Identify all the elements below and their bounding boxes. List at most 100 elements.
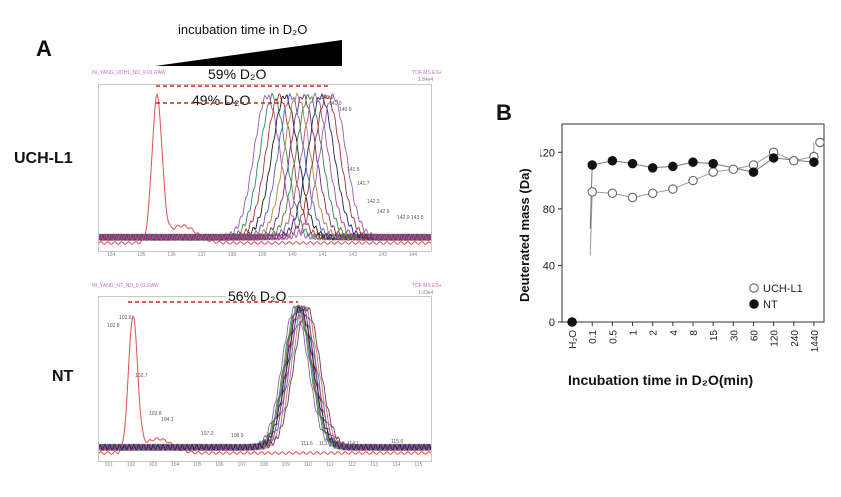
ms-tick-label: 112: [347, 462, 356, 468]
spectrum-trace: [98, 306, 432, 452]
panel-a-letter: A: [36, 36, 52, 61]
ms-tick-label: 144: [408, 252, 418, 258]
ms-tick-label: 140: [288, 252, 297, 258]
x-tick-label: 8: [689, 330, 700, 336]
spectrum-trace: [98, 305, 432, 452]
ms-tick-label: 136: [167, 252, 176, 258]
ms-tick-label: 134: [106, 252, 116, 258]
peak-label: 141.5: [347, 167, 360, 173]
uch-point: [688, 175, 698, 186]
ms-tick-label: 106: [215, 462, 224, 468]
nt-point: [668, 161, 678, 172]
ms-tick-label: 111: [326, 462, 334, 468]
uch-point: [789, 156, 799, 166]
peak-label: 102.6: [119, 315, 132, 321]
spectrum-trace: [98, 93, 432, 242]
x-tick-label: 1: [629, 330, 640, 336]
ms-header-right2-nt: 1.93e4: [418, 290, 434, 296]
spectrum-trace: [98, 306, 432, 452]
spectrum-trace: [98, 94, 432, 242]
deuteration-chart: 0 40 80 120 H₂O 0.1 0.5 1 2 4 8 15 30 60 120 240 1440 UCH…: [540, 123, 825, 353]
legend-marker-uch: [749, 283, 759, 293]
ms-plot-uch: 140.9 141.0 140.9 141.5 141.7 142.3 142.6 142.9…: [98, 84, 432, 252]
ms-header-right-nt: TOF MS ES+: [412, 283, 442, 289]
y-tick-label: 120: [540, 147, 555, 159]
pct-label-56: 56% D₂O: [226, 288, 289, 304]
panel-b-letter: B: [496, 100, 512, 125]
nt-point: [809, 157, 819, 167]
ms-tick-label: 139: [258, 252, 267, 258]
x-tick-label: 30: [729, 330, 740, 342]
y-axis-label: Deuterated mass (Da): [517, 168, 532, 302]
ms-header-uch: IN_YANG_UCH1_ND_0-01.RAW: [92, 70, 166, 76]
x-tick-label: 0.1: [588, 330, 599, 344]
x-tick-label: 60: [749, 330, 760, 342]
spectrum-trace: [98, 304, 432, 452]
y-tick-label: 0: [549, 317, 555, 329]
peak-label: 141.0: [329, 101, 342, 107]
ms-header-right2-uch: 1.84e4: [418, 77, 434, 83]
peak-label: 142.9: [397, 215, 410, 221]
ms-xticks-uch: 134 135 136 137 138 139 140 141 142 143 144: [98, 252, 430, 260]
x-tick-label: 1440: [810, 330, 821, 353]
ms-tick-label: 141: [318, 252, 327, 258]
ms-tick-label: 110: [303, 462, 312, 468]
uch-point: [627, 192, 638, 203]
y-tick-label: 80: [543, 204, 555, 216]
row-label-uch: UCH-L1: [14, 150, 73, 167]
ms-tick-label: 114: [392, 462, 401, 468]
dashed-markers-uch: [156, 85, 330, 104]
ms-header-right-uch: TOF MS ES+: [412, 70, 442, 76]
x-tick-label: 0.5: [608, 330, 619, 344]
nt-point: [567, 317, 577, 327]
ms-tick-label: 137: [197, 252, 206, 258]
spectrum-trace: [98, 305, 432, 452]
peak-label: 141.7: [357, 181, 370, 187]
uch-point: [728, 164, 739, 175]
nt-point: [627, 158, 638, 169]
fit-curve-uch: [589, 142, 815, 256]
ms-tick-label: 102: [126, 462, 136, 468]
x-tick-label: 15: [709, 330, 720, 342]
row-label-nt: NT: [52, 368, 74, 385]
ms-tick-label: 104: [171, 462, 180, 468]
ms-tick-label: 138: [227, 252, 237, 258]
x-tick-label: 4: [669, 330, 680, 336]
gradient-wedge: [155, 40, 342, 66]
spectrum-trace: [98, 304, 432, 452]
uch-point: [647, 188, 658, 199]
uch-point: [587, 187, 597, 197]
reference-trace: [98, 92, 432, 245]
ms-tick-label: 109: [281, 462, 290, 468]
ms-tick-label: 135: [137, 252, 146, 258]
ms-tick-label: 113: [370, 462, 379, 468]
x-tick-label: 2: [649, 330, 660, 336]
peak-label: 102.7: [135, 373, 148, 379]
pct-label-49: 49% D₂O: [190, 92, 253, 108]
x-tick-label: H₂O: [568, 330, 579, 349]
spectrum-trace: [98, 304, 432, 452]
spectrum-trace: [98, 304, 432, 452]
nt-point: [587, 160, 597, 170]
fit-curve-nt: [589, 157, 814, 229]
peak-label: 104.1: [161, 417, 174, 423]
peak-label: 108.9: [231, 433, 244, 439]
gradient-label: incubation time in D₂O: [178, 22, 308, 37]
nt-point: [708, 158, 718, 169]
legend-label-nt: NT: [763, 299, 778, 311]
reference-trace: [98, 314, 432, 455]
peak-label: 107.2: [201, 431, 214, 437]
pct-label-59: 59% D₂O: [206, 66, 269, 82]
ms-plot-nt: 102.8 102.6 102.7 103.8 104.1 107.2 108.9 111.6…: [98, 296, 432, 462]
ms-xticks-nt: 101 102 103 104 105 106 107 108 109 110 111 112 113 1…: [98, 462, 430, 470]
spectrum-trace: [98, 305, 432, 452]
peak-label: 140.9: [321, 95, 334, 101]
dashed-marker-nt: [128, 301, 298, 303]
ms-tick-label: 143: [378, 252, 387, 258]
ms-tick-label: 142: [348, 252, 357, 258]
uch-point: [708, 167, 718, 177]
ms-header-nt: IN_YANG_NT_ND_0-01.RAW: [92, 283, 159, 289]
peak-label: 102.8: [107, 323, 120, 329]
